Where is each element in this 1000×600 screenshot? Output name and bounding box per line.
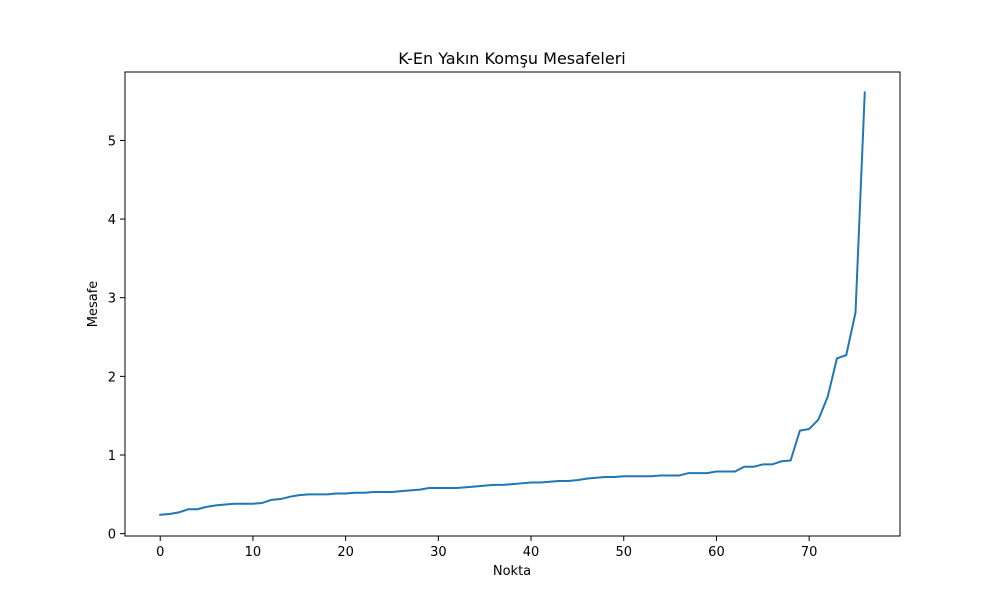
x-tick-label: 20: [337, 545, 354, 560]
y-tick-label: 1: [108, 449, 116, 464]
series-line: [159, 91, 866, 516]
y-tick-label: 3: [108, 292, 116, 307]
x-axis: 0 10 20 30 40 50 60 70: [156, 536, 817, 560]
y-axis: 0 1 2 3 4 5: [108, 134, 125, 543]
plot-area: [125, 72, 900, 536]
x-tick-label: 10: [245, 545, 262, 560]
plot-frame: [124, 71, 901, 537]
x-tick-label: 60: [708, 545, 725, 560]
x-tick-label: 30: [430, 545, 447, 560]
y-tick-label: 5: [108, 134, 116, 149]
x-axis-title: Nokta: [493, 564, 531, 579]
y-axis-title: Mesafe: [86, 281, 101, 328]
x-tick-label: 70: [801, 545, 818, 560]
y-tick-label: 0: [108, 528, 116, 543]
x-tick-label: 50: [615, 545, 632, 560]
x-tick-label: 0: [156, 545, 164, 560]
chart-title: K-En Yakın Komşu Mesafeleri: [398, 49, 625, 68]
series-layer: [159, 91, 866, 516]
x-tick-label: 40: [523, 545, 540, 560]
y-tick-label: 2: [108, 370, 116, 385]
y-tick-label: 4: [108, 213, 116, 228]
